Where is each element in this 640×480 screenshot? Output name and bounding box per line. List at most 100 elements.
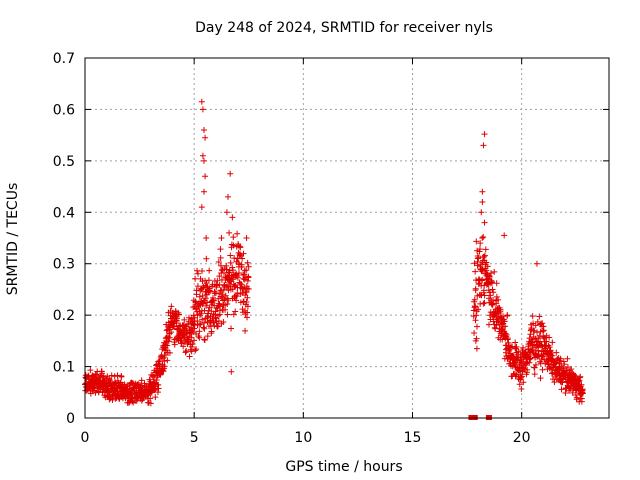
data-point — [192, 347, 199, 354]
data-point — [539, 320, 546, 327]
data-point — [230, 234, 237, 241]
data-point — [217, 254, 224, 261]
data-point — [203, 302, 210, 309]
data-point — [165, 338, 172, 345]
data-point — [220, 319, 227, 326]
data-point — [199, 152, 206, 159]
data-point — [138, 377, 145, 384]
data-point — [111, 373, 118, 380]
data-point — [520, 344, 527, 351]
data-point — [224, 311, 231, 318]
data-point — [484, 263, 491, 270]
data-point — [200, 188, 207, 195]
data-point — [516, 381, 523, 388]
data-point — [168, 329, 175, 336]
data-point — [486, 312, 493, 319]
data-point — [223, 209, 230, 216]
data-point — [480, 300, 487, 307]
data-point — [192, 298, 199, 305]
data-point — [533, 260, 540, 267]
data-point — [512, 373, 519, 380]
data-point — [518, 386, 525, 393]
data-point — [226, 229, 233, 236]
data-point — [178, 340, 185, 347]
data-point — [577, 373, 584, 380]
data-point — [579, 390, 586, 397]
data-point — [147, 395, 154, 402]
data-point — [188, 343, 195, 350]
data-point — [233, 270, 240, 277]
data-point — [114, 372, 121, 379]
data-point — [164, 342, 171, 349]
data-point — [481, 292, 488, 299]
data-point — [238, 281, 245, 288]
data-point — [244, 303, 251, 310]
data-point — [237, 244, 244, 251]
data-point — [225, 297, 232, 304]
data-point — [224, 301, 231, 308]
data-point — [191, 337, 198, 344]
data-point — [472, 285, 479, 292]
data-point — [233, 273, 240, 280]
data-point — [108, 372, 115, 379]
data-point — [504, 335, 511, 342]
data-point — [525, 346, 532, 353]
data-point — [553, 349, 560, 356]
data-point — [477, 240, 484, 247]
data-point — [202, 295, 209, 302]
data-point — [481, 252, 488, 259]
data-point — [200, 157, 207, 164]
data-point — [238, 263, 245, 270]
data-point — [531, 371, 538, 378]
data-point — [199, 316, 206, 323]
data-point — [486, 273, 493, 280]
data-point — [201, 336, 208, 343]
y-tick-label: 0.6 — [53, 102, 75, 118]
data-point — [225, 193, 232, 200]
data-point — [243, 267, 250, 274]
data-point — [201, 319, 208, 326]
data-point — [473, 323, 480, 330]
data-point — [471, 330, 478, 337]
data-point — [154, 389, 161, 396]
data-point — [532, 322, 539, 329]
data-point — [564, 355, 571, 362]
data-point — [493, 300, 500, 307]
data-point — [483, 259, 490, 266]
data-point — [526, 356, 533, 363]
data-point — [564, 364, 571, 371]
data-point — [471, 260, 478, 267]
data-point — [164, 357, 171, 364]
y-tick-label: 0.3 — [53, 257, 75, 273]
data-point — [198, 267, 205, 274]
data-point — [490, 297, 497, 304]
data-point — [180, 343, 187, 350]
data-point — [190, 321, 197, 328]
data-point — [499, 336, 506, 343]
data-point — [191, 314, 198, 321]
data-point — [503, 331, 510, 338]
data-point — [493, 280, 500, 287]
data-point — [234, 289, 241, 296]
data-point — [202, 134, 209, 141]
data-point — [504, 312, 511, 319]
data-point — [569, 389, 576, 396]
data-point — [517, 374, 524, 381]
data-point — [473, 312, 480, 319]
data-point — [217, 262, 224, 269]
data-point — [207, 288, 214, 295]
data-point — [481, 131, 488, 138]
data-point — [470, 307, 477, 314]
data-point — [219, 291, 226, 298]
data-point — [515, 348, 522, 355]
data-point — [497, 306, 504, 313]
data-point — [234, 274, 241, 281]
data-point — [236, 269, 243, 276]
data-point — [490, 289, 497, 296]
data-point — [161, 363, 168, 370]
data-point — [520, 379, 527, 386]
data-point — [206, 267, 213, 274]
data-point — [243, 235, 250, 241]
data-point — [479, 188, 486, 195]
